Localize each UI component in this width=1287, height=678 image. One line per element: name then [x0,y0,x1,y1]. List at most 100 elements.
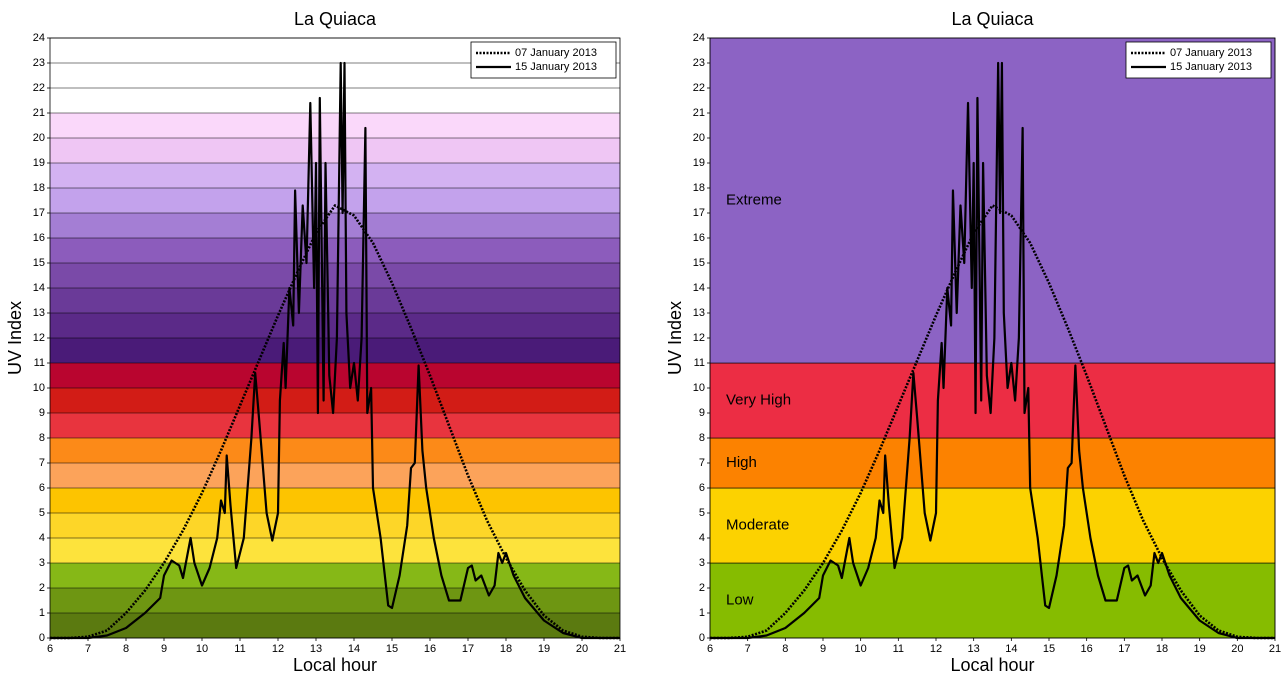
y-tick-label: 6 [39,482,45,494]
y-tick-label: 14 [693,282,705,294]
y-tick-label: 22 [33,82,45,94]
x-tick-label: 19 [538,643,550,655]
legend-label: 07 January 2013 [515,47,597,59]
y-tick-label: 7 [699,457,705,469]
x-tick-label: 16 [424,643,436,655]
series-line [50,61,620,640]
uv-band [50,488,620,513]
x-tick-label: 8 [782,643,788,655]
y-tick-label: 15 [693,257,705,269]
band-label: Very High [726,391,791,408]
y-tick-label: 3 [699,557,705,569]
plot-frame [709,37,1276,639]
x-tick-label: 18 [1156,643,1168,655]
y-tick-label: 8 [39,432,45,444]
y-tick-label: 0 [699,632,705,644]
y-tick-label: 22 [693,82,705,94]
y-tick-label: 2 [39,582,45,594]
y-tick-label: 24 [33,32,45,44]
legend-box [1125,41,1272,79]
x-tick-label: 14 [1005,643,1017,655]
series-line [710,204,1275,640]
y-tick-label: 17 [33,207,45,219]
x-tick-label: 19 [1194,643,1206,655]
y-axis-label: UV Index [5,301,25,375]
band-label: Extreme [726,191,782,208]
y-tick-label: 9 [699,407,705,419]
y-tick-label: 10 [33,382,45,394]
band-label: High [726,454,757,471]
uv-band [709,37,1276,364]
y-tick-label: 4 [699,532,705,544]
uv-band [709,562,1276,639]
x-tick-label: 21 [614,643,626,655]
y-tick-label: 5 [39,507,45,519]
y-tick-label: 21 [693,107,705,119]
plot-frame [49,37,621,639]
y-tick-label: 18 [33,182,45,194]
x-tick-label: 16 [1081,643,1093,655]
y-tick-label: 0 [39,632,45,644]
x-tick-label: 21 [1269,643,1281,655]
y-tick-label: 3 [39,557,45,569]
y-tick-label: 2 [699,582,705,594]
uv-band [50,313,620,338]
y-tick-label: 21 [33,107,45,119]
y-tick-label: 23 [33,57,45,69]
y-tick-label: 11 [694,357,705,369]
uv-band [709,437,1276,489]
band-label: Moderate [726,516,789,533]
y-tick-label: 12 [693,332,705,344]
x-tick-label: 20 [576,643,588,655]
uv-band [50,163,620,188]
x-tick-label: 7 [745,643,751,655]
uv-band [50,138,620,163]
x-tick-label: 9 [820,643,826,655]
x-tick-label: 7 [85,643,91,655]
uv-band [50,563,620,588]
uv-band [50,213,620,238]
y-tick-label: 13 [693,307,705,319]
y-tick-label: 8 [699,432,705,444]
x-tick-label: 10 [855,643,867,655]
x-tick-label: 20 [1231,643,1243,655]
uv-band [50,463,620,488]
y-tick-label: 19 [693,157,705,169]
y-tick-label: 17 [693,207,705,219]
series-line [710,61,1275,640]
x-tick-label: 6 [47,643,53,655]
y-tick-label: 7 [39,457,45,469]
y-tick-label: 20 [693,132,705,144]
y-tick-label: 20 [33,132,45,144]
y-tick-label: 12 [33,332,45,344]
x-tick-label: 12 [272,643,284,655]
y-axis-label: UV Index [665,301,685,375]
y-tick-label: 16 [693,232,705,244]
y-tick-label: 5 [699,507,705,519]
x-tick-label: 15 [1043,643,1055,655]
uv-band [50,188,620,213]
x-axis-label: Local hour [293,655,377,675]
legend-box [470,41,617,79]
band-label: Low [726,591,754,608]
x-axis-label: Local hour [950,655,1034,675]
uv-band [50,538,620,563]
x-tick-label: 17 [1118,643,1130,655]
x-tick-label: 11 [893,643,904,655]
y-tick-label: 1 [699,607,705,619]
x-tick-label: 13 [968,643,980,655]
x-tick-label: 11 [234,643,245,655]
y-tick-label: 4 [39,532,45,544]
y-tick-label: 24 [693,32,705,44]
y-tick-label: 14 [33,282,45,294]
series-line [50,204,620,640]
x-tick-label: 13 [310,643,322,655]
uv-band [50,413,620,438]
x-tick-label: 6 [707,643,713,655]
y-tick-label: 1 [39,607,45,619]
y-tick-label: 6 [699,482,705,494]
x-tick-label: 10 [196,643,208,655]
